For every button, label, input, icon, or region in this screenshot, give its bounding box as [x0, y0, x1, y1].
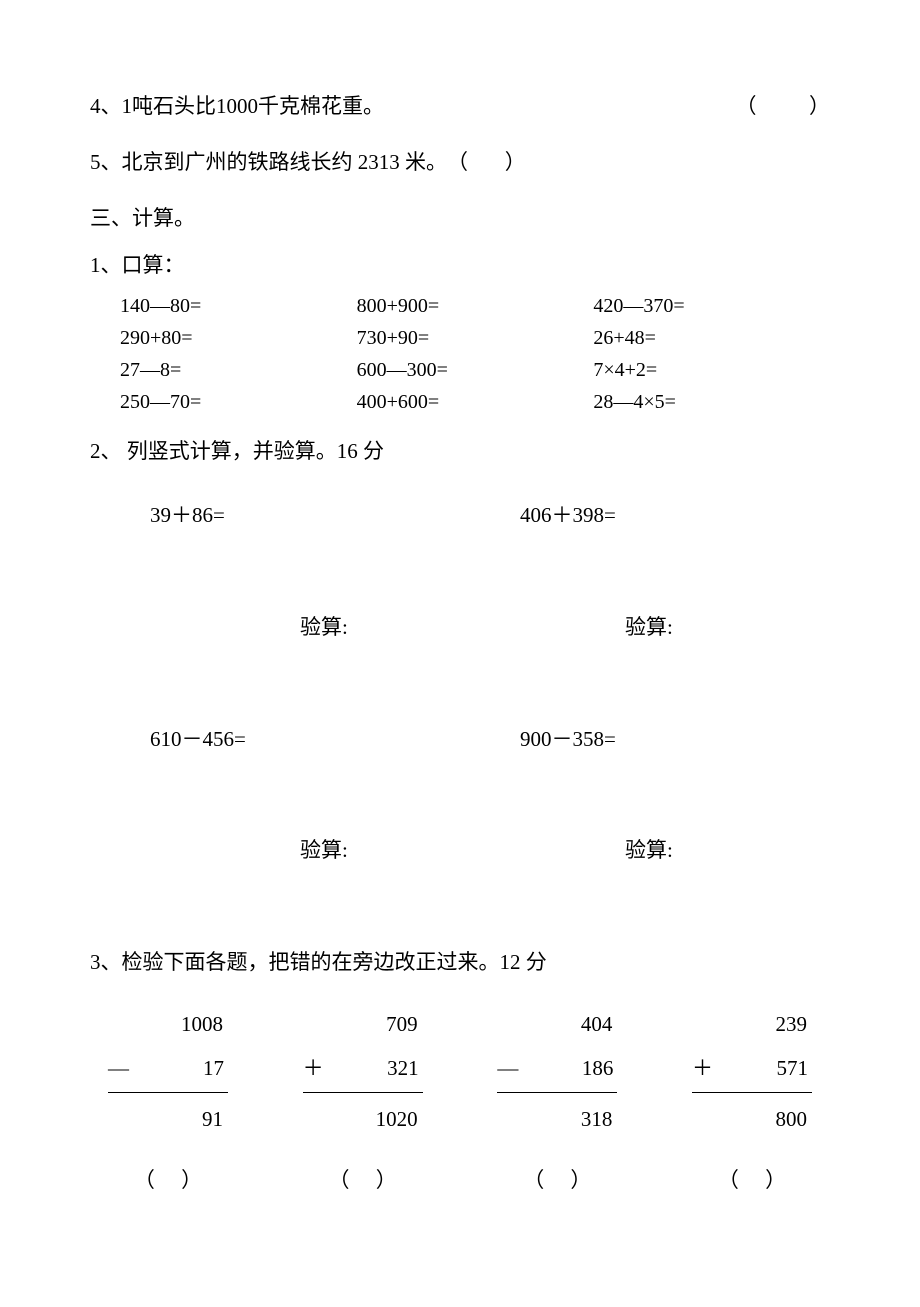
check-result: 318	[502, 1101, 612, 1139]
calc-cell: 250—70=	[120, 387, 357, 417]
vc-item: 406＋398=	[520, 497, 830, 535]
check-op: ＋	[692, 1050, 716, 1088]
check-top: 709	[308, 1006, 418, 1044]
check-column: 404 — 186 318 （ ）	[487, 1006, 627, 1200]
check-op-line: ＋ 321	[303, 1050, 423, 1093]
subsection-2-title: 2、 列竖式计算，并验算。16 分	[90, 433, 830, 471]
check-paren: （ ）	[523, 1162, 591, 1200]
check-result: 1020	[308, 1101, 418, 1139]
check-num: 571	[716, 1050, 812, 1088]
calc-cell: 730+90=	[357, 323, 594, 353]
calc-cell: 140—80=	[120, 291, 357, 321]
calc-cell: 400+600=	[357, 387, 594, 417]
check-column: 1008 — 17 91 （ ）	[98, 1006, 238, 1200]
check-op-line: ＋ 571	[692, 1050, 812, 1093]
verify-row-1: 验算: 验算:	[90, 609, 830, 647]
q4-number: 4、	[90, 94, 122, 118]
check-top: 239	[697, 1006, 807, 1044]
check-op: —	[108, 1050, 132, 1088]
verify-row-2: 验算: 验算:	[90, 832, 830, 870]
vc-item: 900－358=	[520, 721, 830, 759]
verify-label: 验算:	[300, 832, 505, 870]
calc-cell: 420—370=	[593, 291, 830, 321]
calc-cell: 28—4×5=	[593, 387, 830, 417]
section-3-title: 三、计算。	[90, 200, 830, 238]
check-num: 17	[132, 1050, 228, 1088]
question-4-text: 4、1吨石头比1000千克棉花重。	[90, 88, 736, 126]
question-4: 4、1吨石头比1000千克棉花重。 （ ）	[90, 88, 830, 126]
check-num: 186	[521, 1050, 617, 1088]
calc-cell: 27—8=	[120, 355, 357, 385]
question-5: 5、 北京到广州的铁路线长约 2313 米。 （ ）	[90, 144, 830, 182]
vertical-calc-row-2: 610－456= 900－358=	[90, 721, 830, 759]
check-op: ＋	[303, 1050, 327, 1088]
check-top: 404	[502, 1006, 612, 1044]
q4-blank: （ ）	[736, 88, 831, 126]
check-grid: 1008 — 17 91 （ ） 709 ＋ 321 1020 （ ） 404 …	[90, 1006, 830, 1200]
check-result: 800	[697, 1101, 807, 1139]
check-result: 91	[113, 1101, 223, 1139]
subsection-3-title: 3、检验下面各题，把错的在旁边改正过来。12 分	[90, 944, 830, 982]
check-op-line: — 186	[497, 1050, 617, 1093]
verify-label: 验算:	[625, 832, 830, 870]
calc-cell: 26+48=	[593, 323, 830, 353]
check-paren: （ ）	[134, 1162, 202, 1200]
vc-item: 610－456=	[150, 721, 460, 759]
calc-cell: 290+80=	[120, 323, 357, 353]
check-num: 321	[327, 1050, 423, 1088]
check-column: 239 ＋ 571 800 （ ）	[682, 1006, 822, 1200]
q4-body: 1吨石头比1000千克棉花重。	[122, 94, 385, 118]
q5-blank: （ ）	[447, 144, 526, 182]
calc-cell: 800+900=	[357, 291, 594, 321]
verify-label: 验算:	[625, 609, 830, 647]
mental-calc-grid: 140—80= 800+900= 420—370= 290+80= 730+90…	[120, 291, 830, 417]
subsection-1-title: 1、口算：	[90, 247, 830, 285]
check-op: —	[497, 1050, 521, 1088]
calc-cell: 7×4+2=	[593, 355, 830, 385]
q5-number: 5、	[90, 144, 122, 182]
vc-item: 39＋86=	[150, 497, 460, 535]
check-op-line: — 17	[108, 1050, 228, 1093]
check-top: 1008	[113, 1006, 223, 1044]
q5-body: 北京到广州的铁路线长约 2313 米。	[122, 144, 448, 182]
vertical-calc-row-1: 39＋86= 406＋398=	[90, 497, 830, 535]
check-paren: （ ）	[718, 1162, 786, 1200]
check-paren: （ ）	[329, 1162, 397, 1200]
check-column: 709 ＋ 321 1020 （ ）	[293, 1006, 433, 1200]
calc-cell: 600—300=	[357, 355, 594, 385]
verify-label: 验算:	[300, 609, 505, 647]
